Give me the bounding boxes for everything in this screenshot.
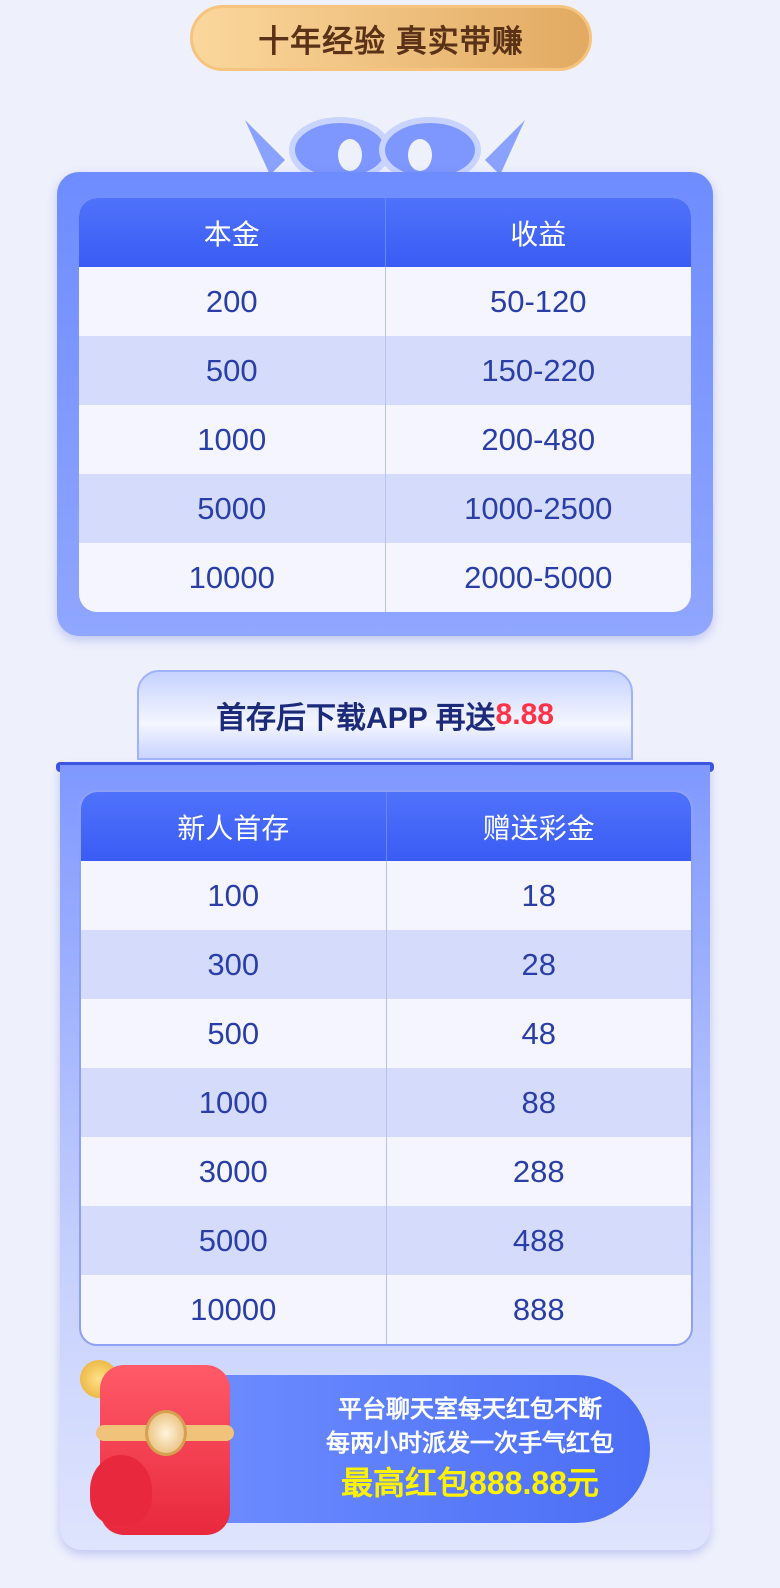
- header-cell: 收益: [510, 218, 567, 250]
- header-cell: 赠送彩金: [482, 812, 595, 844]
- table-row: 3000 288: [81, 1137, 691, 1206]
- banner-text: 首存后下载APP 再送: [216, 702, 496, 735]
- table-cell: 1000: [79, 405, 386, 474]
- table-cell: 288: [512, 1153, 565, 1189]
- banner-highlight: 8.88: [495, 698, 554, 731]
- table-row: 5000 488: [81, 1206, 691, 1275]
- money-bag-icon: [90, 1455, 152, 1525]
- table-cell: 200-480: [481, 421, 596, 457]
- table-row: 10000 2000-5000: [79, 543, 691, 612]
- principal-earnings-panel: 本金 收益 200 50-120 500 150-220 1000 200-480 5000 10…: [57, 172, 713, 636]
- table-cell: 100: [81, 861, 387, 930]
- header-cell: 新人首存: [81, 792, 387, 861]
- table-cell: 3000: [81, 1137, 387, 1206]
- table-row: 300 28: [81, 930, 691, 999]
- table-header: 新人首存 赠送彩金: [81, 792, 691, 861]
- table-cell: 488: [512, 1222, 565, 1258]
- table-row: 500 150-220: [79, 336, 691, 405]
- red-packet-promo: 平台聊天室每天红包不断 每两小时派发一次手气红包 最高红包888.88元: [210, 1375, 650, 1523]
- table-row: 500 48: [81, 999, 691, 1068]
- table-row: 200 50-120: [79, 267, 691, 336]
- table-cell: 48: [521, 1015, 556, 1051]
- table-cell: 50-120: [489, 283, 587, 319]
- promo-line-3: 最高红包888.88元: [341, 1465, 599, 1501]
- table-cell: 5000: [79, 474, 386, 543]
- table-cell: 888: [512, 1291, 565, 1327]
- table-cell: 150-220: [481, 352, 596, 388]
- promo-line-2: 每两小时派发一次手气红包: [326, 1430, 614, 1457]
- title-text: 十年经验 真实带赚: [258, 23, 524, 59]
- principal-earnings-table: 本金 收益 200 50-120 500 150-220 1000 200-480 5000 10…: [79, 198, 691, 612]
- table-cell: 10000: [79, 543, 386, 612]
- table-cell: 10000: [81, 1275, 387, 1344]
- table-cell: 28: [521, 946, 556, 982]
- table-cell: 88: [521, 1084, 556, 1120]
- table-row: 1000 88: [81, 1068, 691, 1137]
- table-cell: 1000-2500: [464, 490, 613, 526]
- table-cell: 500: [79, 336, 386, 405]
- promo-line-1: 平台聊天室每天红包不断: [338, 1396, 602, 1423]
- first-deposit-bonus-table: 新人首存 赠送彩金 100 18 300 28 500 48 1000 88 3000 288 5000…: [79, 790, 693, 1346]
- table-row: 1000 200-480: [79, 405, 691, 474]
- table-row: 100 18: [81, 861, 691, 930]
- download-app-banner: 首存后下载APP 再送 8.88: [137, 670, 633, 760]
- title-banner: 十年经验 真实带赚: [190, 5, 592, 71]
- table-cell: 5000: [81, 1206, 387, 1275]
- ribbon-bow-icon: [245, 117, 525, 183]
- table-cell: 500: [81, 999, 387, 1068]
- table-cell: 2000-5000: [464, 559, 613, 595]
- header-cell: 本金: [79, 198, 386, 267]
- table-cell: 300: [81, 930, 387, 999]
- table-header: 本金 收益: [79, 198, 691, 267]
- table-row: 10000 888: [81, 1275, 691, 1344]
- table-cell: 200: [79, 267, 386, 336]
- table-row: 5000 1000-2500: [79, 474, 691, 543]
- table-cell: 18: [521, 877, 556, 913]
- bonus-panel: 新人首存 赠送彩金 100 18 300 28 500 48 1000 88 3000 288 5000…: [60, 765, 710, 1550]
- table-cell: 1000: [81, 1068, 387, 1137]
